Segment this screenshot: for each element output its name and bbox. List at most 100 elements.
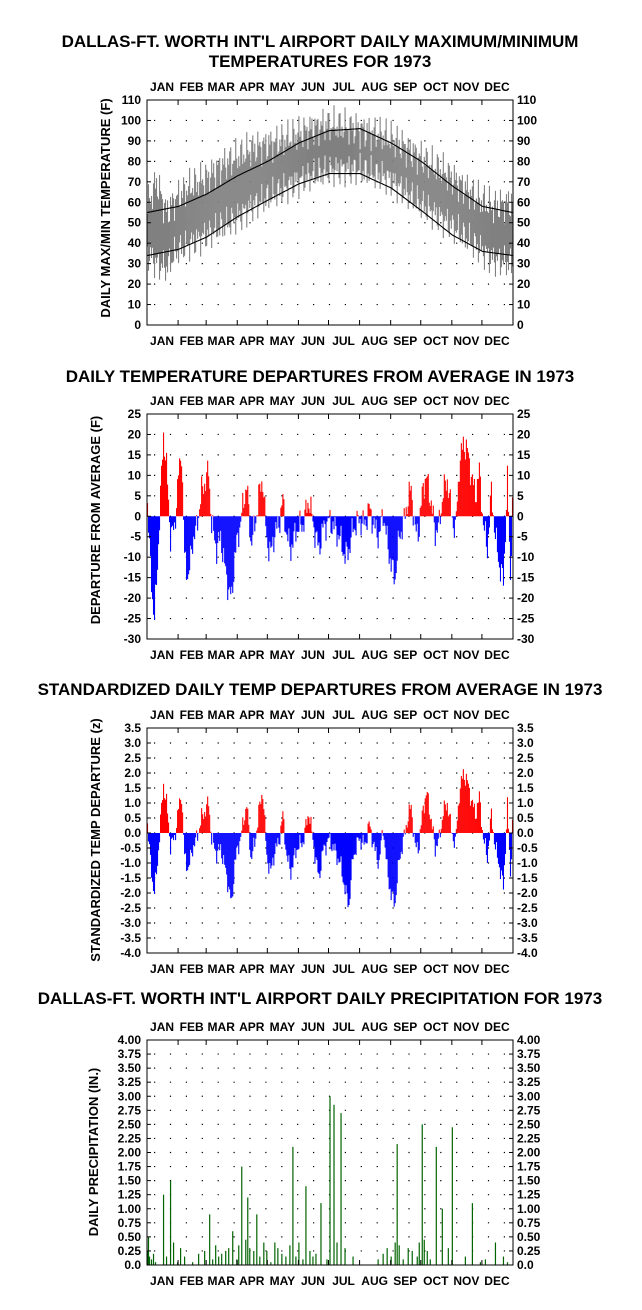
month-label-top: SEP (393, 394, 417, 408)
month-label-top: JUL (332, 80, 355, 94)
month-label-top: DEC (484, 1020, 510, 1034)
precip-bars (146, 1096, 509, 1265)
month-label-top: SEP (393, 1020, 417, 1034)
y-tick-label-right: 80 (517, 154, 531, 168)
y-tick-label-left: 10 (128, 298, 142, 312)
month-label-bottom: MAY (270, 962, 296, 976)
y-tick-label-left: 60 (128, 195, 142, 209)
month-label-bottom: APR (239, 962, 265, 976)
y-tick-label-right: 1.75 (517, 1160, 541, 1174)
month-label-top: JAN (150, 1020, 174, 1034)
standardized-ticks: -4.0 -4.0-3.5 -3.5-3.0 -3.0-2.5 -2.5-2.0 -2.0… (120, 708, 538, 976)
month-label-bottom: MAR (208, 334, 236, 348)
y-tick-label-left: 2.0 (124, 766, 141, 780)
maxmin-title-line2: TEMPERATURES FOR 1973 (209, 52, 432, 71)
month-label-bottom: MAR (208, 1274, 236, 1288)
y-tick-label-left: 0.0 (124, 826, 141, 840)
month-label-bottom: JUL (332, 334, 355, 348)
month-label-bottom: JUN (301, 1274, 325, 1288)
y-tick-label-right: -20 (517, 591, 535, 605)
y-tick-label-right: 1.25 (517, 1188, 541, 1202)
month-label-bottom: NOV (453, 648, 479, 662)
y-tick-label-left: 70 (128, 175, 142, 189)
month-label-bottom: MAR (208, 648, 236, 662)
y-tick-label-right: 2.25 (517, 1131, 541, 1145)
month-label-bottom: DEC (484, 648, 510, 662)
y-tick-label-right: 70 (517, 175, 531, 189)
normal-min-line (147, 173, 513, 257)
y-tick-label-left: -25 (124, 612, 142, 626)
y-tick-label-left: 90 (128, 134, 142, 148)
month-label-top: OCT (423, 394, 449, 408)
month-label-top: AUG (361, 80, 388, 94)
y-tick-label-right: 3.00 (517, 1089, 541, 1103)
maxmin-grid (147, 119, 513, 306)
y-tick-label-left: 3.50 (118, 1061, 142, 1075)
y-tick-label-left: -5 (130, 530, 141, 544)
y-tick-label-right: -2.5 (517, 901, 538, 915)
y-tick-label-left: 80 (128, 154, 142, 168)
month-label-top: MAY (270, 394, 296, 408)
y-tick-label-right: 4.00 (517, 1033, 541, 1047)
y-tick-label-right: -5 (517, 530, 528, 544)
y-tick-label-left: -4.0 (120, 946, 141, 960)
month-label-top: OCT (423, 1020, 449, 1034)
y-tick-label-left: 40 (128, 236, 142, 250)
month-label-bottom: AUG (361, 1274, 388, 1288)
y-tick-label-left: 5 (134, 489, 141, 503)
y-tick-label-left: -1.5 (120, 871, 141, 885)
maxmin-plot-frame (146, 99, 514, 326)
y-tick-label-right: -15 (517, 571, 535, 585)
y-tick-label-right: 1.0 (517, 796, 534, 810)
y-tick-label-right: 10 (517, 298, 531, 312)
normal-max-line (147, 128, 513, 214)
month-label-bottom: JUN (301, 962, 325, 976)
y-tick-label-left: 0.75 (118, 1216, 142, 1230)
y-tick-label-right: 90 (517, 134, 531, 148)
y-tick-label-right: 25 (517, 407, 531, 421)
month-label-bottom: JAN (150, 1274, 174, 1288)
y-tick-label-right: 3.0 (517, 736, 534, 750)
y-tick-label-right: 2.5 (517, 751, 534, 765)
y-tick-label-left: 0.25 (118, 1244, 142, 1258)
y-tick-label-right: 0.0 (517, 826, 534, 840)
y-tick-label-right: -0.5 (517, 841, 538, 855)
month-label-top: NOV (453, 1020, 479, 1034)
month-label-bottom: DEC (484, 1274, 510, 1288)
month-label-bottom: MAY (270, 648, 296, 662)
month-label-top: JAN (150, 708, 174, 722)
y-tick-label-right: 3.75 (517, 1047, 541, 1061)
month-label-top: MAR (208, 708, 236, 722)
y-tick-label-right: -4.0 (517, 946, 538, 960)
y-tick-label-left: -2.5 (120, 901, 141, 915)
y-tick-label-left: -15 (124, 571, 142, 585)
month-label-top: OCT (423, 80, 449, 94)
y-tick-label-right: 3.50 (517, 1061, 541, 1075)
month-label-bottom: JAN (150, 334, 174, 348)
maxmin-series (146, 105, 514, 281)
y-tick-label-right: 1.50 (517, 1174, 541, 1188)
y-tick-label-left: 20 (128, 427, 142, 441)
month-label-top: NOV (453, 394, 479, 408)
y-tick-label-left: 1.50 (118, 1174, 142, 1188)
month-label-top: APR (239, 1020, 265, 1034)
y-tick-label-right: -1.5 (517, 871, 538, 885)
precip-chart: DALLAS-FT. WORTH INT'L AIRPORT DAILY PRE… (38, 989, 602, 1288)
y-tick-label-right: -30 (517, 632, 535, 646)
month-label-bottom: MAY (270, 1274, 296, 1288)
month-label-top: NOV (453, 708, 479, 722)
y-tick-label-left: 100 (121, 113, 141, 127)
y-tick-label-right: 0.0 (517, 1258, 534, 1272)
y-tick-label-right: 110 (517, 93, 537, 107)
y-tick-label-left: 25 (128, 407, 142, 421)
y-tick-label-left: 0.5 (124, 811, 141, 825)
y-tick-label-right: 20 (517, 277, 531, 291)
y-tick-label-right: -3.5 (517, 931, 538, 945)
y-tick-label-left: 0.0 (124, 1258, 141, 1272)
y-tick-label-left: -10 (124, 550, 142, 564)
month-label-bottom: MAY (270, 334, 296, 348)
standardized-plot-frame (146, 727, 514, 954)
month-label-top: FEB (180, 708, 204, 722)
precip-ticks: 0.0 0.00.25 0.250.50 0.500.75 0.751.00 1.001.… (118, 1020, 541, 1288)
